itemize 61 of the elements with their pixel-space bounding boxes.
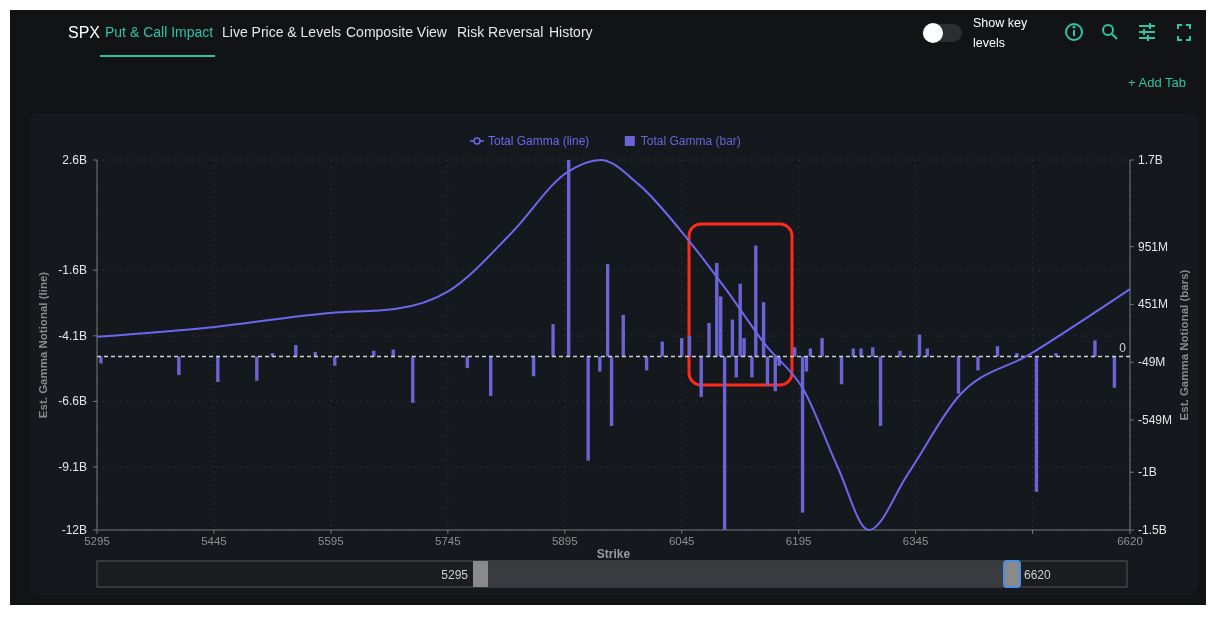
y-tick-label: -12B: [61, 523, 87, 537]
y2-tick-label: -49M: [1138, 355, 1166, 370]
bar: [859, 348, 863, 357]
bar: [793, 347, 797, 357]
y2-tick-label: 451M: [1138, 297, 1169, 312]
x-tick-label: 5295: [84, 535, 110, 547]
bar: [707, 323, 711, 357]
bar: [871, 347, 875, 357]
bar: [715, 262, 719, 357]
x-tick-label: 5895: [551, 535, 578, 547]
x-tick-label: 5445: [201, 535, 227, 547]
text: + Add Tab: [1128, 75, 1186, 90]
bar: [925, 348, 929, 357]
text: Composite View: [346, 24, 448, 40]
bar: [177, 356, 181, 376]
y-tick-label: -9.1B: [58, 460, 87, 475]
legend-label: Total Gamma (line): [488, 134, 590, 148]
y2-tick-label: 951M: [1138, 239, 1169, 254]
text: Put & Call Impact: [105, 24, 214, 40]
ref-line-label: 0: [1119, 340, 1127, 355]
y2-axis-title: Est. Gamma Notional (bars): [1178, 269, 1190, 421]
legend-label: Total Gamma (bar): [640, 134, 741, 148]
x-tick-label: 6345: [902, 535, 929, 547]
bar: [738, 283, 742, 357]
text: Risk Reversal: [457, 24, 544, 40]
bar: [820, 338, 824, 357]
x-tick-label: 6620: [1117, 535, 1143, 547]
bar: [750, 356, 754, 378]
bar: [976, 356, 980, 371]
text: 6620: [1024, 568, 1052, 582]
y-tick-label: -1.6B: [58, 263, 87, 278]
y-tick-label: 2.6B: [62, 153, 87, 167]
x-axis-title: Strike: [596, 547, 631, 561]
text: History: [549, 24, 593, 40]
y2-tick-label: -549M: [1138, 413, 1173, 428]
bar: [99, 356, 103, 364]
bar: [995, 346, 1000, 357]
y2-tick-label: -1B: [1138, 465, 1157, 480]
bar: [898, 350, 902, 357]
y-axis-title: Est. Gamma Notional (line): [37, 271, 49, 419]
x-tick-label: 5595: [318, 535, 344, 547]
bar: [255, 356, 259, 381]
bar: [551, 324, 555, 357]
y2-tick-label: 1.7B: [1138, 153, 1163, 167]
line-series: [96, 159, 1131, 531]
y-tick-label: -4.1B: [58, 328, 87, 343]
text: Live Price & Levels: [222, 24, 342, 40]
bar: [294, 345, 298, 357]
x-tick-label: 6195: [785, 535, 812, 547]
y-tick-label: -6.6B: [58, 394, 87, 409]
x-tick-label: 6045: [668, 535, 695, 547]
text: Show key levels: [973, 16, 1028, 50]
y2-tick-label: -1.5B: [1138, 523, 1167, 537]
text: 5295: [441, 568, 469, 582]
bar: [1093, 340, 1097, 357]
chart-title: SPX: [68, 24, 101, 41]
bar: [808, 348, 813, 357]
bar: [216, 356, 220, 382]
bar: [598, 356, 602, 372]
bar: [586, 356, 590, 461]
x-tick-label: 5745: [435, 535, 461, 547]
